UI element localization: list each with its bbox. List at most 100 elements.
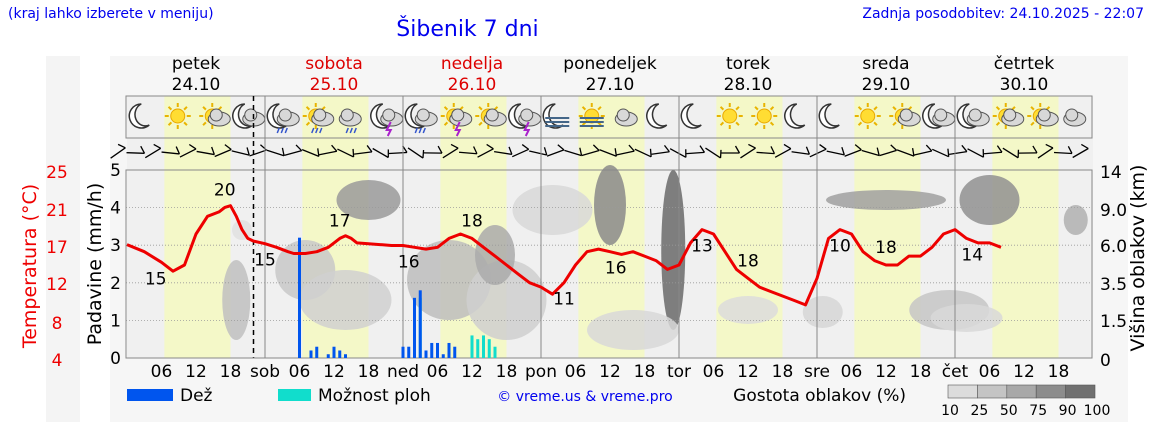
cloud-puff [899,108,913,122]
wind-barb [861,147,880,157]
wind-shaft [477,148,494,158]
wind-feather [1081,143,1089,150]
wind-feather [366,145,373,153]
sun-icon [751,103,778,129]
moon-icon [680,103,702,129]
sun-ray [735,121,740,126]
day-date-26.10: 26.10 [448,75,497,95]
y-tick-cloud-height: 0 [1100,351,1111,371]
wind-barb [337,148,355,158]
wind-feather [841,146,845,156]
x-tick-hour: 18 [634,362,656,382]
wind-feather [719,149,722,158]
wind-shaft [529,150,547,156]
wind-shaft [949,150,967,156]
wind-shaft [932,148,949,158]
x-tick-day: pon [525,362,557,382]
day-name-četrtek: četrtek [994,54,1055,74]
wind-shaft [546,149,565,157]
sun-ray [735,106,740,111]
cloud-density-area [930,304,1003,332]
shower-bar [476,339,480,358]
plot-frame [125,169,1093,359]
rain-bar [298,237,301,358]
day-band [164,96,231,358]
rain-bar [430,342,434,358]
wind-feather [614,148,618,157]
cloud-icon [614,108,638,127]
sun-ray [995,121,1001,126]
temperature-line [126,204,1002,307]
wind-feather [473,146,478,155]
x-tick-day: tor [667,362,691,382]
cloud-density-area [718,296,778,324]
wind-shaft [196,150,215,156]
shower-bar [482,335,485,358]
legend-swatch-showers [278,389,311,401]
wind-barb [1002,147,1020,159]
rain-bar [413,297,416,358]
shower-bar [470,335,474,358]
wind-shaft [161,151,180,155]
wind-shaft [407,147,424,159]
cloud-density-step: 100 [1084,403,1111,419]
moon-icon [646,103,668,129]
wind-barb [599,148,618,157]
moon-fog-icon [542,103,570,129]
moon-shape [128,103,150,129]
wind-shaft [1072,147,1089,159]
temperature-label: 17 [329,211,351,231]
wind-barb [196,146,215,156]
y-tick-precip: 2 [110,274,121,294]
wind-feather [1032,145,1038,154]
wind-shaft [179,148,197,158]
legend-label-showers: Možnost ploh [318,386,431,406]
wind-shaft [844,149,862,157]
wind-shaft [634,148,652,158]
day-name-ponedeljek: ponedeljek [563,54,657,74]
x-tick-day: ned [387,362,419,382]
wind-barb [214,144,232,158]
wind-barb [1018,145,1038,154]
cloud-density-step: 25 [970,403,988,419]
sun-ray [857,106,863,111]
temperature-label: 14 [961,245,983,265]
cloud-puff [244,108,258,122]
sun-ray [769,121,775,126]
wind-barb [949,144,968,156]
temperature-label: 15 [254,251,276,271]
rain-bar [332,346,336,358]
rain-bar [418,290,422,358]
wind-shaft [442,147,459,159]
wind-shaft [651,151,670,155]
wind-barb [179,143,197,158]
x-tick-hour: 18 [1048,362,1070,382]
day-date-30.10: 30.10 [1000,75,1049,95]
y-tick-temperature: 4 [52,351,63,371]
x-tick-hour: 18 [772,362,794,382]
wind-shaft [686,151,705,155]
lightning-bolt [385,121,393,137]
sun-ray [167,121,173,126]
temperature-label: 20 [214,180,236,200]
wind-shaft [388,151,408,155]
y-tick-temperature: 25 [46,163,68,183]
wind-feather [685,149,687,158]
wind-feather [153,143,162,149]
y-tick-temperature: 21 [46,201,68,221]
wind-shaft [791,151,810,155]
cloud-rain-icon [338,108,362,134]
wind-feather [387,149,389,158]
moon-shape [784,103,806,129]
day-date-28.10: 28.10 [724,75,773,95]
location-hint[interactable]: (kraj lahko izberete v meniju) [8,6,214,22]
sun-ray [1030,106,1035,111]
credit-link[interactable]: © vreme.us & vreme.pro [497,389,672,405]
x-tick-hour: 06 [703,362,725,382]
sun-ray [183,106,188,111]
wind-shaft [337,148,354,158]
wind-feather [557,144,565,151]
wind-shaft [705,147,721,159]
cloud-puff [416,108,430,122]
wind-barb [353,145,373,155]
